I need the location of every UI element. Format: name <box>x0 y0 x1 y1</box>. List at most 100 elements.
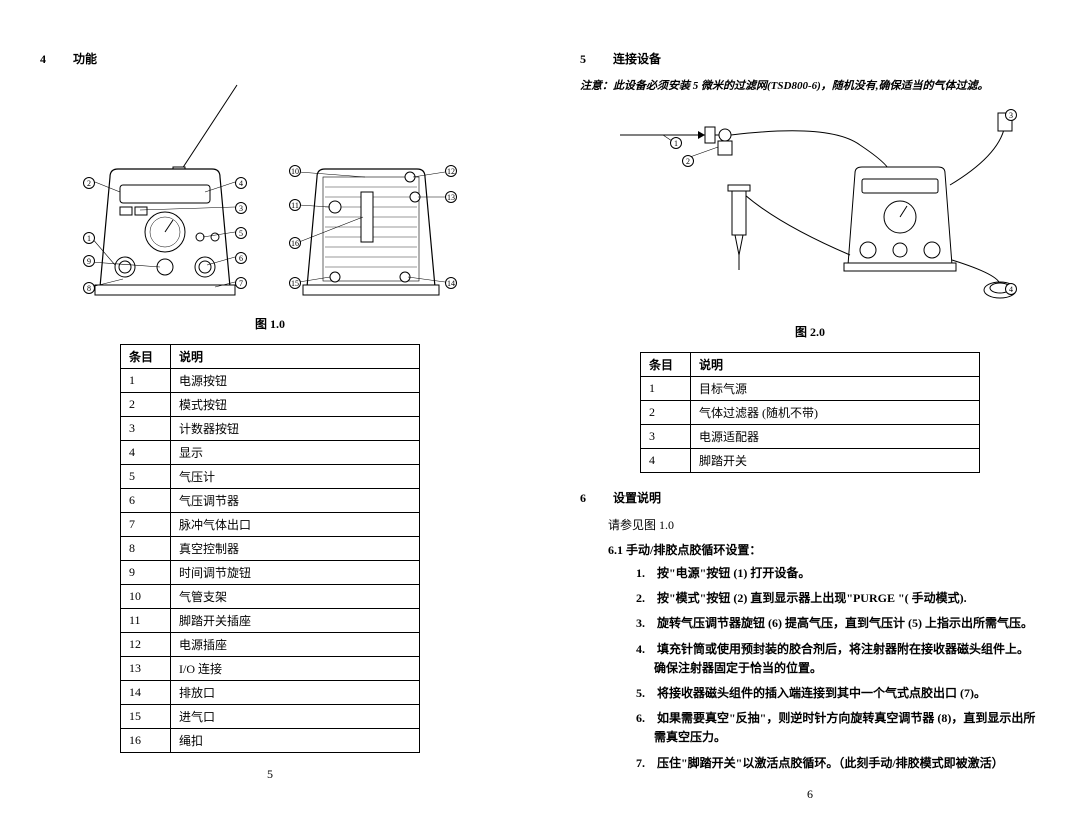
callout-2: 2 <box>83 177 95 189</box>
cell-item: 2 <box>121 393 171 417</box>
cell-item: 13 <box>121 657 171 681</box>
table-row: 7脉冲气体出口 <box>121 513 420 537</box>
caution-text: 注意：此设备必须安装 5 微米的过滤网(TSD800-6)，随机没有,确保适当的… <box>580 77 1040 93</box>
cell-item: 6 <box>121 489 171 513</box>
cell-item: 4 <box>641 449 691 473</box>
list-item: 4. 填充针筒或使用预封装的胶合剂后，将注射器附在接收器磁头组件上。确保注射器固… <box>636 640 1040 678</box>
list-item: 5. 将接收器磁头组件的插入端连接到其中一个气式点胶出口 (7)。 <box>636 684 1040 703</box>
callout-12: 12 <box>445 165 457 177</box>
cell-item: 4 <box>121 441 171 465</box>
cell-item: 9 <box>121 561 171 585</box>
cell-desc: 计数器按钮 <box>171 417 420 441</box>
figure1-caption: 图 1.0 <box>40 315 500 332</box>
callout-6: 6 <box>235 252 247 264</box>
callout-5: 5 <box>235 227 247 239</box>
callout-15: 15 <box>289 277 301 289</box>
table-row: 15进气口 <box>121 705 420 729</box>
section4-num: 4 <box>40 52 70 67</box>
cell-item: 2 <box>641 401 691 425</box>
callout-14: 14 <box>445 277 457 289</box>
cell-item: 5 <box>121 465 171 489</box>
callout-s2: 2 <box>682 155 694 167</box>
section5-heading: 5 连接设备 <box>580 50 1040 67</box>
right-column: 5 连接设备 注意：此设备必须安装 5 微米的过滤网(TSD800-6)，随机没… <box>580 50 1040 784</box>
callout-9: 9 <box>83 255 95 267</box>
table-row: 4显示 <box>121 441 420 465</box>
cell-desc: 进气口 <box>171 705 420 729</box>
cell-desc: 绳扣 <box>171 729 420 753</box>
cell-desc: 电源按钮 <box>171 369 420 393</box>
callout-4: 4 <box>235 177 247 189</box>
cell-desc: 脚踏开关插座 <box>171 609 420 633</box>
dispenser-front-icon <box>75 77 255 307</box>
th-item: 条目 <box>121 345 171 369</box>
table-row: 3计数器按钮 <box>121 417 420 441</box>
page-num-right: 6 <box>580 787 1040 802</box>
callout-16: 16 <box>289 237 301 249</box>
cell-desc: 真空控制器 <box>171 537 420 561</box>
cell-item: 8 <box>121 537 171 561</box>
callout-8: 8 <box>83 282 95 294</box>
cell-item: 7 <box>121 513 171 537</box>
cell-desc: 气压调节器 <box>171 489 420 513</box>
steps-list: 1. 按"电源"按钮 (1) 打开设备。 2. 按"模式"按钮 (2) 直到显示器… <box>636 564 1040 773</box>
table-row: 14排放口 <box>121 681 420 705</box>
callout-10: 10 <box>289 165 301 177</box>
th2-desc: 说明 <box>691 353 980 377</box>
table-row: 2气体过滤器 (随机不带) <box>641 401 980 425</box>
cell-item: 15 <box>121 705 171 729</box>
setup-icon <box>600 105 1020 315</box>
table-row: 2模式按钮 <box>121 393 420 417</box>
table-fig2: 条目 说明 1目标气源2气体过滤器 (随机不带)3电源适配器4脚踏开关 <box>640 352 980 473</box>
table-row: 3电源适配器 <box>641 425 980 449</box>
list-item: 2. 按"模式"按钮 (2) 直到显示器上出现"PURGE "( 手动模式). <box>636 589 1040 608</box>
section4-heading: 4 功能 <box>40 50 500 67</box>
figure2-caption: 图 2.0 <box>580 323 1040 340</box>
section6-num: 6 <box>580 491 610 506</box>
cell-item: 10 <box>121 585 171 609</box>
cell-desc: 电源适配器 <box>691 425 980 449</box>
callout-s4: 4 <box>1005 283 1017 295</box>
front-diagram: 2 1 9 8 4 3 5 6 7 <box>75 77 255 307</box>
table-row: 13I/O 连接 <box>121 657 420 681</box>
table-row: 9时间调节旋钮 <box>121 561 420 585</box>
cell-item: 11 <box>121 609 171 633</box>
th2-item: 条目 <box>641 353 691 377</box>
page-num-left: 5 <box>40 767 500 782</box>
cell-desc: 电源插座 <box>171 633 420 657</box>
th-desc: 说明 <box>171 345 420 369</box>
table-row: 12电源插座 <box>121 633 420 657</box>
rear-diagram: 10 11 16 15 12 13 14 <box>275 77 465 307</box>
list-item: 7. 压住"脚踏开关"以激活点胶循环。（此刻手动/排胶模式即被激活） <box>636 754 1040 773</box>
table-row: 11脚踏开关插座 <box>121 609 420 633</box>
callout-1: 1 <box>83 232 95 244</box>
figure-1-area: 2 1 9 8 4 3 5 6 7 <box>40 77 500 307</box>
cell-item: 1 <box>121 369 171 393</box>
cell-item: 12 <box>121 633 171 657</box>
table-row: 5气压计 <box>121 465 420 489</box>
table-row: 16绳扣 <box>121 729 420 753</box>
cell-desc: 气体过滤器 (随机不带) <box>691 401 980 425</box>
section4-title: 功能 <box>73 52 97 66</box>
cell-item: 3 <box>121 417 171 441</box>
cell-desc: 目标气源 <box>691 377 980 401</box>
left-column: 4 功能 <box>40 50 500 784</box>
table-row: 1电源按钮 <box>121 369 420 393</box>
sub61: 6.1 手动/排胶点胶循环设置： <box>608 541 1040 558</box>
section5-title: 连接设备 <box>613 52 661 66</box>
callout-3: 3 <box>235 202 247 214</box>
list-item: 1. 按"电源"按钮 (1) 打开设备。 <box>636 564 1040 583</box>
callout-s3: 3 <box>1005 109 1017 121</box>
figure-2-area: 1 2 3 4 <box>580 105 1040 315</box>
table-fig1: 条目 说明 1电源按钮2模式按钮3计数器按钮4显示5气压计6气压调节器7脉冲气体… <box>120 344 420 753</box>
table-row: 4脚踏开关 <box>641 449 980 473</box>
table-row: 6气压调节器 <box>121 489 420 513</box>
cell-desc: 时间调节旋钮 <box>171 561 420 585</box>
dispenser-rear-icon <box>275 77 465 307</box>
cell-item: 14 <box>121 681 171 705</box>
cell-desc: 模式按钮 <box>171 393 420 417</box>
cell-desc: 气压计 <box>171 465 420 489</box>
cell-item: 1 <box>641 377 691 401</box>
cell-desc: 显示 <box>171 441 420 465</box>
cell-desc: I/O 连接 <box>171 657 420 681</box>
